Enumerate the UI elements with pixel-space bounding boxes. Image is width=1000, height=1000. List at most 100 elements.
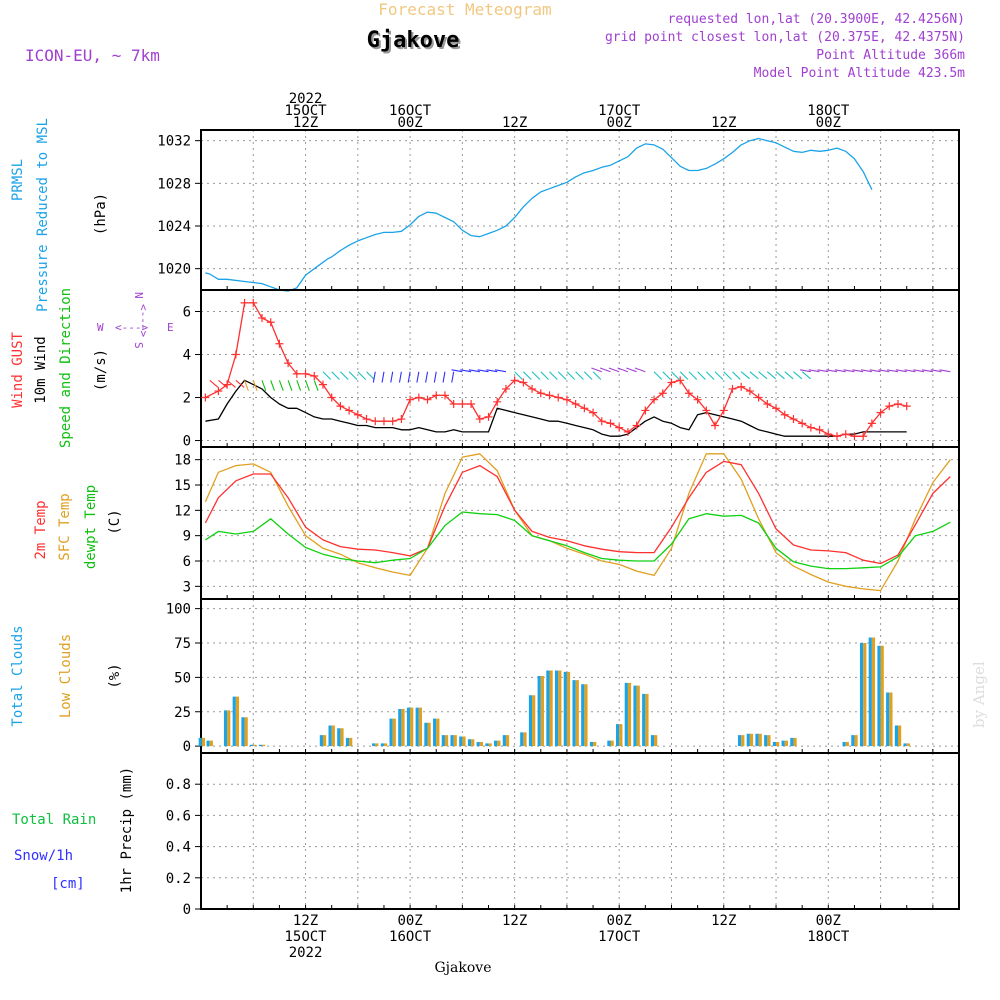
temp-ytick-label: 18 <box>174 453 191 469</box>
model-altitude: Model Point Altitude 423.5m <box>754 66 965 81</box>
cloud-ytick-label: 50 <box>174 670 191 686</box>
total-cloud-bar <box>868 637 872 747</box>
wind-direction-arrow <box>740 371 750 380</box>
gust-marker <box>841 430 850 439</box>
gust-marker <box>501 384 510 393</box>
wind-direction-arrow <box>714 371 724 380</box>
precip-ytick-label: 0.2 <box>166 871 191 887</box>
gust-marker <box>684 389 693 398</box>
wind-direction-arrow <box>705 371 715 380</box>
wind-direction-arrow <box>416 371 420 383</box>
low-cloud-bar <box>471 739 475 747</box>
precip-ytick-label: 0.4 <box>166 840 191 856</box>
wind-direction-arrow <box>592 371 602 380</box>
compass-east: E <box>167 321 174 334</box>
total-cloud-bar <box>903 743 907 747</box>
wind-direction-arrow <box>904 369 916 373</box>
wind-direction-arrow <box>514 371 523 380</box>
wind-direction-arrow <box>617 367 629 373</box>
low-cloud-bar <box>488 743 492 747</box>
low-cloud-bar <box>392 718 396 747</box>
low-cloud-bar <box>871 637 876 747</box>
low-cloud-bar <box>584 684 588 747</box>
total-cloud-bar <box>494 740 498 747</box>
wind-direction-arrow <box>398 371 402 383</box>
gust-marker <box>737 382 746 391</box>
gust-marker <box>545 391 554 400</box>
gust-marker <box>894 399 903 408</box>
total-cloud-bar <box>398 709 402 747</box>
pressure-label-1: PRMSL <box>10 159 26 201</box>
wind-direction-arrow <box>732 371 741 380</box>
low-cloud-bar <box>758 733 762 747</box>
wind-direction-arrow <box>671 371 680 380</box>
wind-direction-arrow <box>679 371 689 380</box>
low-cloud-bar <box>479 742 484 747</box>
gust-marker <box>867 419 876 428</box>
low-cloud-bar <box>349 737 353 747</box>
wind-direction-arrow <box>557 371 567 380</box>
bottom-time-label: 2022 <box>289 945 323 961</box>
low-cloud-bar <box>627 682 632 747</box>
total-cloud-bar <box>258 744 262 747</box>
low-cloud-bar <box>906 743 910 747</box>
gust-marker <box>824 430 833 439</box>
temp-ytick-label: 9 <box>183 529 191 545</box>
total-cloud-bar <box>537 676 541 747</box>
point-altitude: Point Altitude 366m <box>816 48 965 63</box>
gust-marker <box>231 350 240 359</box>
cloud-ytick-label: 0 <box>183 739 191 755</box>
dewpoint-line <box>205 511 951 570</box>
low-cloud-bar <box>383 743 388 747</box>
wind-direction-arrow <box>608 367 620 373</box>
total-cloud-bar <box>441 735 445 747</box>
gust-marker <box>275 339 284 348</box>
low-cloud-bar <box>505 735 510 747</box>
wind-direction-arrow <box>626 367 637 373</box>
gust-marker <box>257 313 266 322</box>
precip-ytick-label: 0 <box>183 902 191 918</box>
wind-direction-arrow <box>261 380 267 391</box>
temp-sfc-label: SFC Temp <box>57 493 73 560</box>
total-cloud-bar <box>781 740 785 747</box>
low-cloud-bar <box>645 693 649 747</box>
gust-marker <box>850 432 859 441</box>
wind-direction-arrow <box>348 371 358 380</box>
total-cloud-bar <box>746 733 750 747</box>
low-cloud-bar <box>636 685 640 747</box>
total-cloud-bar <box>633 685 637 747</box>
wind-direction-arrow <box>468 369 480 373</box>
wind-ytick-label: 4 <box>183 348 191 364</box>
wind-direction-arrow <box>433 371 437 383</box>
gust-marker <box>772 404 781 413</box>
wind-direction-arrow <box>495 369 507 373</box>
wind-direction-arrow <box>766 371 777 380</box>
wind-direction-arrow <box>313 380 319 391</box>
wind-direction-arrow <box>407 371 411 383</box>
total-cloud-bar <box>467 739 472 747</box>
bottom-time-label: 00Z <box>397 913 422 929</box>
gust-marker <box>362 415 371 424</box>
wind-direction-arrow <box>252 380 258 391</box>
low-cloud-bar <box>593 742 597 747</box>
cloud-ytick-label: 25 <box>174 705 191 721</box>
gust-marker <box>388 417 397 426</box>
wind-direction-arrow <box>357 371 366 380</box>
wind-direction-arrow <box>331 371 340 380</box>
wind-direction-arrow <box>305 380 310 391</box>
cloud-unit: (%) <box>107 663 123 688</box>
pressure-frame <box>200 129 960 291</box>
pressure-line <box>205 137 873 292</box>
bottom-time-label: 16OCT <box>389 929 432 945</box>
total-cloud-bar <box>223 710 228 747</box>
gust-marker <box>240 298 249 307</box>
wind-direction-arrow <box>913 369 925 373</box>
wind-direction-arrow <box>869 369 881 373</box>
gust-marker <box>484 412 493 421</box>
location-title-shadow: Gjakove <box>369 30 462 55</box>
gust-marker <box>397 415 406 424</box>
wind-direction-arrow <box>442 371 446 383</box>
gust-marker <box>528 384 537 393</box>
total-cloud-bar <box>319 735 323 747</box>
requested-point: requested lon,lat (20.3900E, 42.4256N) <box>668 12 965 27</box>
